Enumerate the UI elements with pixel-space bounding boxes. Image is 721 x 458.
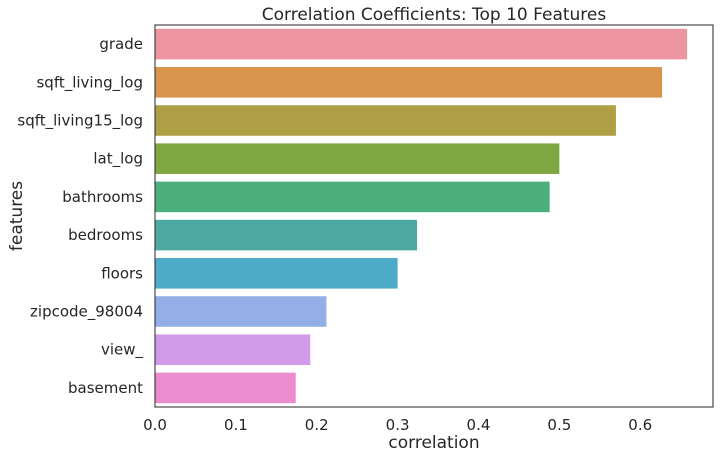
y-tick-label: zipcode_98004 bbox=[30, 303, 143, 322]
bar-basement bbox=[155, 372, 296, 404]
plot-frame bbox=[154, 24, 714, 408]
bar-sqft_living15_log bbox=[155, 105, 616, 136]
y-tick-label: floors bbox=[101, 264, 143, 282]
y-axis-label: features bbox=[7, 181, 27, 251]
y-tick-labels: grade sqft_living_log sqft_living15_loglat… bbox=[17, 35, 143, 397]
bar-bathrooms bbox=[155, 181, 550, 213]
x-tick-labels: 0.0 0.1 0.2 0.3 0.4 0.5 0.6 bbox=[143, 416, 652, 434]
bar-bedrooms bbox=[155, 219, 418, 251]
chart-title: Correlation Coefficients: Top 10 Feature… bbox=[262, 5, 607, 25]
x-tick-label: 0.2 bbox=[305, 416, 329, 434]
bars-group bbox=[155, 28, 688, 404]
x-axis-label: correlation bbox=[388, 433, 479, 453]
bar-zipcode_98004 bbox=[155, 296, 327, 327]
bar-grade bbox=[155, 28, 688, 60]
y-tick-label: lat_log bbox=[93, 150, 143, 169]
y-tick-label: bedrooms bbox=[68, 226, 143, 244]
y-tick-label: basement bbox=[68, 379, 143, 397]
y-tick-label: sqft_living_log bbox=[36, 73, 143, 92]
x-tick-label: 0.5 bbox=[547, 416, 571, 434]
y-tick-label: grade bbox=[99, 35, 143, 53]
x-tick-label: 0.0 bbox=[143, 416, 167, 434]
x-tick-label: 0.1 bbox=[224, 416, 248, 434]
y-tick-label: sqft_living15_log bbox=[17, 112, 143, 131]
x-tick-label: 0.3 bbox=[386, 416, 410, 434]
x-tick-label: 0.4 bbox=[467, 416, 491, 434]
bar-floors bbox=[155, 258, 398, 289]
y-tick-label: bathrooms bbox=[62, 188, 143, 206]
y-tick-label: view_ bbox=[101, 341, 144, 360]
bar-view_ bbox=[155, 334, 311, 365]
bar-lat_log bbox=[155, 143, 560, 174]
bar-sqft_living_log bbox=[155, 67, 663, 98]
x-tick-label: 0.6 bbox=[628, 416, 652, 434]
